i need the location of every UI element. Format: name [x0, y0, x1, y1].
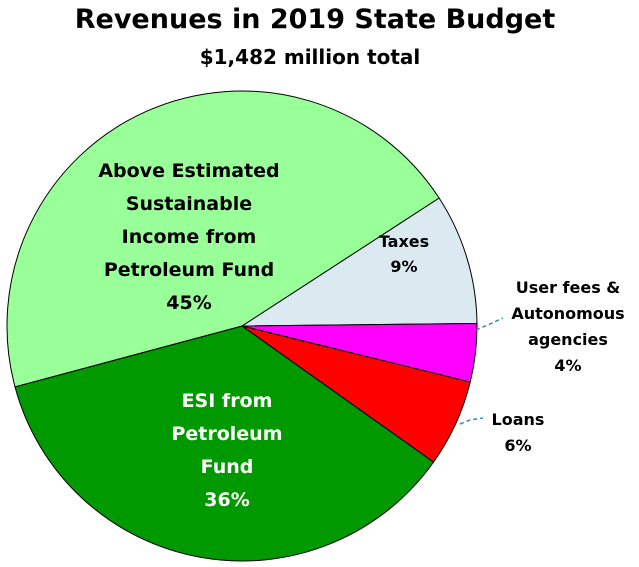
chart-subtitle: $1,482 million total — [200, 45, 421, 69]
pie-slices — [6, 90, 478, 562]
slice-label-esi: ESI from Petroleum Fund 36% — [171, 390, 282, 511]
slice-label-user-fees: User fees & Autonomous agencies 4% — [511, 278, 624, 375]
slice-percent-esi: 36% — [204, 489, 249, 511]
leader-line-loans — [459, 417, 484, 425]
slice-label-above-esi: Above Estimated Sustainable Income from Pet… — [98, 160, 279, 314]
slice-name-line: agencies — [528, 330, 608, 349]
slice-name-line: Income from — [122, 226, 257, 248]
slice-percent-loans: 6% — [504, 436, 531, 455]
slice-name-line: ESI from — [182, 390, 273, 412]
slice-name-line: Fund — [201, 456, 254, 478]
pie-slice-above-esi — [6, 90, 440, 388]
slice-name-line: Autonomous — [511, 304, 624, 323]
slice-name-line: User fees & — [516, 278, 621, 297]
slice-name-line: Above Estimated — [98, 160, 279, 182]
slice-name-line: Petroleum — [171, 423, 282, 445]
slice-name-line: Petroleum Fund — [104, 259, 274, 281]
slice-percent-user-fees: 4% — [554, 356, 581, 375]
slice-labels: Taxes 9% User fees & Autonomous agencies 4% Lo… — [98, 160, 624, 511]
leader-lines — [459, 317, 504, 425]
pie-slice-esi — [14, 325, 435, 562]
pie-slice-taxes — [240, 197, 478, 327]
slice-label-loans: Loans 6% — [492, 410, 545, 455]
slice-name-line: Taxes — [379, 232, 429, 251]
slice-percent-above-esi: 45% — [166, 292, 211, 314]
slice-percent-taxes: 9% — [390, 257, 417, 276]
chart-title: Revenues in 2019 State Budget — [75, 4, 556, 35]
slice-label-taxes: Taxes 9% — [379, 232, 429, 276]
slice-name-line: Sustainable — [126, 193, 252, 215]
leader-line-user-fees — [475, 317, 504, 331]
slice-name-line: Loans — [492, 410, 545, 429]
